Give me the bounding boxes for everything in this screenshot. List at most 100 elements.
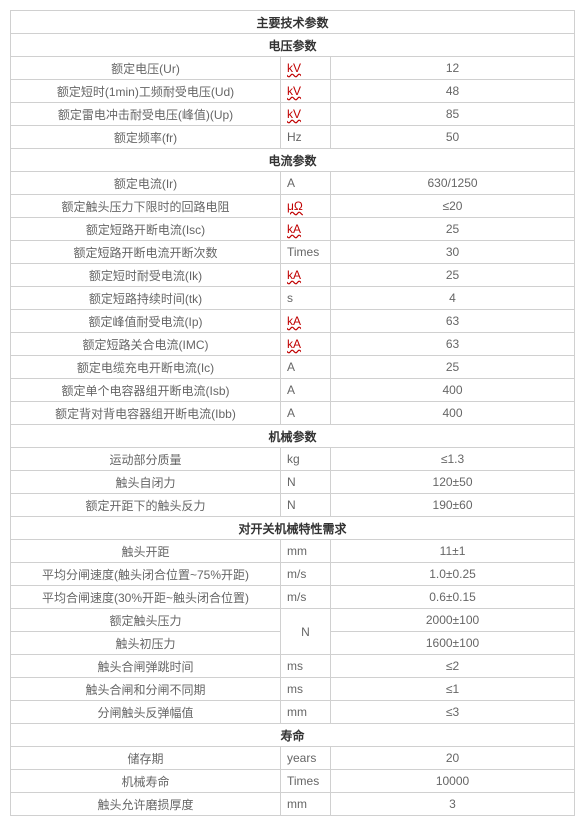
- value-cell: 63: [331, 310, 575, 333]
- unit-cell: kA: [281, 333, 331, 356]
- value-cell: 1600±100: [331, 632, 575, 655]
- param-cell: 额定开距下的触头反力: [11, 494, 281, 517]
- table-row: 触头允许磨损厚度mm3: [11, 793, 575, 816]
- section-header-4-cell: 寿命: [11, 724, 575, 747]
- unit-cell: kV: [281, 80, 331, 103]
- param-cell: 触头允许磨损厚度: [11, 793, 281, 816]
- section-header-0-cell: 电压参数: [11, 34, 575, 57]
- table-row: 储存期years20: [11, 747, 575, 770]
- unit-cell: A: [281, 379, 331, 402]
- unit-cell: N: [281, 494, 331, 517]
- unit-cell: years: [281, 747, 331, 770]
- table-row: 额定短路关合电流(IMC)kA63: [11, 333, 575, 356]
- param-cell: 触头合闸弹跳时间: [11, 655, 281, 678]
- table-row: 触头开距mm11±1: [11, 540, 575, 563]
- section-header-1: 电流参数: [11, 149, 575, 172]
- spec-table: 主要技术参数电压参数额定电压(Ur)kV12额定短时(1min)工频耐受电压(U…: [10, 10, 575, 816]
- param-cell: 额定背对背电容器组开断电流(Ibb): [11, 402, 281, 425]
- section-header-3-cell: 对开关机械特性需求: [11, 517, 575, 540]
- table-row: 额定背对背电容器组开断电流(Ibb)A400: [11, 402, 575, 425]
- unit-cell: s: [281, 287, 331, 310]
- value-cell: 25: [331, 356, 575, 379]
- table-row: 额定电流(Ir)A630/1250: [11, 172, 575, 195]
- param-cell: 额定单个电容器组开断电流(Isb): [11, 379, 281, 402]
- unit-cell: A: [281, 356, 331, 379]
- value-cell: 1.0±0.25: [331, 563, 575, 586]
- unit-cell: A: [281, 402, 331, 425]
- param-cell: 额定短时(1min)工频耐受电压(Ud): [11, 80, 281, 103]
- value-cell: 400: [331, 379, 575, 402]
- unit-cell: Times: [281, 770, 331, 793]
- param-cell: 额定电压(Ur): [11, 57, 281, 80]
- table-row: 额定短路开断电流开断次数Times30: [11, 241, 575, 264]
- param-cell: 额定短路关合电流(IMC): [11, 333, 281, 356]
- value-cell: 20: [331, 747, 575, 770]
- param-cell: 平均分闸速度(触头闭合位置~75%开距): [11, 563, 281, 586]
- section-header-3: 对开关机械特性需求: [11, 517, 575, 540]
- unit-cell: A: [281, 172, 331, 195]
- section-header-0: 电压参数: [11, 34, 575, 57]
- value-cell: ≤1.3: [331, 448, 575, 471]
- value-cell: 85: [331, 103, 575, 126]
- table-row: 额定触头压力N2000±100: [11, 609, 575, 632]
- table-row: 额定频率(fr)Hz50: [11, 126, 575, 149]
- value-cell: 48: [331, 80, 575, 103]
- table-row: 额定峰值耐受电流(Ip)kA63: [11, 310, 575, 333]
- unit-cell: μΩ: [281, 195, 331, 218]
- value-cell: ≤2: [331, 655, 575, 678]
- value-cell: 4: [331, 287, 575, 310]
- table-row: 额定短路持续时间(tk)s4: [11, 287, 575, 310]
- section-header-1-cell: 电流参数: [11, 149, 575, 172]
- unit-cell: mm: [281, 793, 331, 816]
- param-cell: 触头初压力: [11, 632, 281, 655]
- param-cell: 额定短路持续时间(tk): [11, 287, 281, 310]
- param-cell: 额定短路开断电流开断次数: [11, 241, 281, 264]
- unit-cell: ms: [281, 655, 331, 678]
- value-cell: 400: [331, 402, 575, 425]
- value-cell: 30: [331, 241, 575, 264]
- unit-cell: kA: [281, 310, 331, 333]
- table-row: 平均合闸速度(30%开距~触头闭合位置)m/s0.6±0.15: [11, 586, 575, 609]
- section-header-4: 寿命: [11, 724, 575, 747]
- value-cell: ≤3: [331, 701, 575, 724]
- value-cell: 190±60: [331, 494, 575, 517]
- param-cell: 额定峰值耐受电流(Ip): [11, 310, 281, 333]
- param-cell: 触头合闸和分闸不同期: [11, 678, 281, 701]
- value-cell: 3: [331, 793, 575, 816]
- table-row: 额定短时(1min)工频耐受电压(Ud)kV48: [11, 80, 575, 103]
- value-cell: ≤20: [331, 195, 575, 218]
- param-cell: 额定触头压力下限时的回路电阻: [11, 195, 281, 218]
- param-cell: 触头开距: [11, 540, 281, 563]
- value-cell: ≤1: [331, 678, 575, 701]
- table-row: 机械寿命Times10000: [11, 770, 575, 793]
- value-cell: 2000±100: [331, 609, 575, 632]
- unit-cell: m/s: [281, 586, 331, 609]
- table-row: 额定开距下的触头反力N190±60: [11, 494, 575, 517]
- section-header-2-cell: 机械参数: [11, 425, 575, 448]
- unit-cell: Times: [281, 241, 331, 264]
- main-title: 主要技术参数: [11, 11, 575, 34]
- param-cell: 触头自闭力: [11, 471, 281, 494]
- table-row: 运动部分质量kg≤1.3: [11, 448, 575, 471]
- param-cell: 平均合闸速度(30%开距~触头闭合位置): [11, 586, 281, 609]
- param-cell: 储存期: [11, 747, 281, 770]
- table-row: 分闸触头反弹幅值mm≤3: [11, 701, 575, 724]
- unit-cell: ms: [281, 678, 331, 701]
- value-cell: 25: [331, 218, 575, 241]
- param-cell: 额定短时耐受电流(Ik): [11, 264, 281, 287]
- main-title-cell: 主要技术参数: [11, 11, 575, 34]
- unit-cell: kg: [281, 448, 331, 471]
- value-cell: 10000: [331, 770, 575, 793]
- unit-cell: kA: [281, 218, 331, 241]
- table-row: 额定触头压力下限时的回路电阻μΩ≤20: [11, 195, 575, 218]
- table-row: 额定雷电冲击耐受电压(峰值)(Up)kV85: [11, 103, 575, 126]
- param-cell: 额定短路开断电流(Isc): [11, 218, 281, 241]
- param-cell: 额定电缆充电开断电流(Ic): [11, 356, 281, 379]
- value-cell: 63: [331, 333, 575, 356]
- param-cell: 运动部分质量: [11, 448, 281, 471]
- value-cell: 12: [331, 57, 575, 80]
- value-cell: 120±50: [331, 471, 575, 494]
- value-cell: 50: [331, 126, 575, 149]
- param-cell: 额定频率(fr): [11, 126, 281, 149]
- unit-cell: kV: [281, 103, 331, 126]
